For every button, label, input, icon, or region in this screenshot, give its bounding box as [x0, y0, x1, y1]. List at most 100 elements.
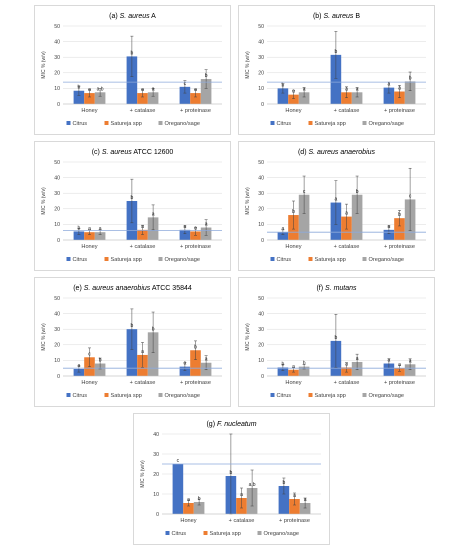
bar-satureja: [137, 93, 148, 104]
legend-swatch-satureja: [104, 257, 109, 261]
significance-letter: c: [184, 81, 187, 87]
legend-label-oregano: Oregano/sage: [165, 393, 200, 399]
legend-label-satureja: Satureja spp: [210, 531, 241, 537]
bar-satureja: [137, 229, 148, 240]
legend-swatch-oregano: [257, 531, 262, 535]
legend-label-satureja: Satureja spp: [315, 393, 346, 399]
legend-swatch-citrus: [270, 121, 275, 125]
chart-title-suffix: ATCC 12600: [132, 149, 174, 156]
significance-letter: a: [99, 226, 102, 232]
significance-letter: a: [388, 82, 391, 88]
significance-letter: a: [303, 86, 306, 92]
y-tick-label: 10: [54, 222, 60, 228]
bar-satureja: [190, 231, 201, 240]
significance-letter: b: [205, 73, 208, 79]
x-category-label: Honey: [81, 380, 97, 386]
chart-svg: (c) S. aureus ATCC 12600 0 10 20 30 40 50 MIC %…: [41, 149, 222, 263]
bar-oregano: [404, 81, 416, 104]
x-category-label: + proteinase: [180, 244, 211, 250]
significance-letter: a: [356, 86, 359, 92]
bar-citrus: [277, 232, 289, 240]
bar-citrus: [73, 368, 85, 376]
legend-swatch-oregano: [158, 121, 163, 125]
significance-letter: a: [356, 356, 359, 362]
chart-title-prefix: (f): [316, 285, 325, 292]
significance-letter: a: [398, 362, 401, 368]
y-tick-label: 20: [258, 71, 264, 77]
significance-letter: a: [388, 358, 391, 364]
legend-swatch-citrus: [66, 121, 71, 125]
significance-letter: a: [304, 497, 307, 503]
bar-citrus: [278, 486, 290, 514]
bar-citrus: [383, 229, 395, 240]
x-category-label: + catalase: [334, 244, 360, 250]
significance-letter: b: [99, 358, 102, 364]
significance-letter: a: [398, 86, 401, 92]
significance-letter: c: [177, 458, 180, 464]
significance-letter: a: [205, 222, 208, 228]
y-tick-label: 40: [54, 175, 60, 181]
bar-citrus: [179, 366, 191, 376]
y-tick-label: 40: [258, 311, 264, 317]
significance-letter: b: [283, 480, 286, 486]
bar-citrus: [126, 329, 138, 376]
chart-title-organism: S. mutans: [325, 285, 357, 292]
y-axis-label: MIC % (w/v): [245, 51, 251, 79]
significance-letter: a: [282, 226, 285, 232]
y-tick-label: 50: [258, 24, 264, 30]
significance-letter: a: [388, 224, 391, 230]
y-tick-label: 10: [54, 358, 60, 364]
chart-svg: (b) S. aureus B 0 10 20 30 40 50 MIC % (w/v) b a a…: [245, 13, 426, 127]
bar-oregano: [298, 92, 310, 104]
legend-label-oregano: Oregano/sage: [165, 257, 200, 263]
chart-title: (b) S. aureus B: [313, 13, 360, 20]
chart-title-organism: S. aureus: [120, 13, 150, 20]
legend-label-oregano: Oregano/sage: [369, 121, 404, 127]
chart-title: (d) S. aureus anaerobius: [298, 149, 376, 156]
significance-letter: a: [78, 363, 81, 369]
bar-citrus: [383, 363, 395, 376]
legend-label-satureja: Satureja spp: [315, 121, 346, 127]
chart-panel-a: (a) S. aureus A 0 10 20 30 40 50 MIC % (w/v) b a a…: [34, 5, 231, 135]
y-tick-label: 30: [54, 191, 60, 197]
y-tick-label: 10: [258, 222, 264, 228]
chart-title-organism: S. aureus: [323, 13, 353, 20]
y-tick-label: 20: [54, 207, 60, 213]
significance-letter: a: [141, 349, 144, 355]
significance-letter: b: [398, 212, 401, 218]
bar-satureja: [288, 94, 299, 104]
bar-oregano: [94, 232, 106, 240]
chart-title-prefix: (a): [109, 13, 120, 20]
bar-oregano: [299, 503, 311, 514]
bar-satureja: [394, 368, 405, 376]
y-axis-label: MIC % (w/v): [41, 187, 47, 215]
x-category-label: Honey: [285, 108, 301, 114]
y-axis-label: MIC % (w/v): [245, 187, 251, 215]
significance-letter: b: [356, 189, 359, 195]
bar-oregano: [298, 194, 310, 240]
y-tick-label: 40: [54, 311, 60, 317]
x-category-label: + catalase: [334, 108, 360, 114]
legend-swatch-oregano: [362, 121, 367, 125]
y-tick-label: 30: [54, 55, 60, 61]
legend-label-citrus: Citrus: [277, 121, 292, 127]
significance-letter: b: [194, 344, 197, 350]
significance-letter: a: [141, 224, 144, 230]
chart-svg: (d) S. aureus anaerobius 0 10 20 30 40 50 MIC %…: [245, 149, 426, 263]
x-category-label: Honey: [285, 380, 301, 386]
significance-letter: a: [152, 211, 155, 217]
significance-letter: a: [187, 497, 190, 503]
legend-label-satureja: Satureja spp: [111, 121, 142, 127]
chart-panel-f: (f) S. mutans 0 10 20 30 40 50 MIC % (w/v) b a b Ho…: [238, 277, 435, 407]
chart-title-suffix: B: [353, 13, 360, 20]
legend-label-citrus: Citrus: [73, 121, 88, 127]
bar-oregano: [147, 332, 159, 376]
bar-oregano: [94, 92, 106, 104]
significance-letter: b: [131, 50, 134, 56]
legend-label-oregano: Oregano/sage: [165, 121, 200, 127]
legend-label-citrus: Citrus: [73, 393, 88, 399]
significance-letter: a: [409, 358, 412, 364]
y-axis-label: MIC % (w/v): [140, 460, 146, 488]
chart-title-suffix: ATCC 35844: [150, 285, 192, 292]
legend-swatch-satureja: [308, 257, 313, 261]
